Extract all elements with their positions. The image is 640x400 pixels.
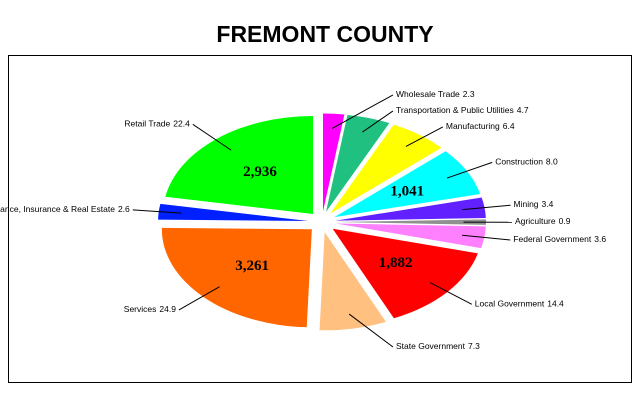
category-label: Transportation & Public Utilities [396,105,514,115]
category-label: Retail Trade [124,119,170,129]
pie-slice [161,227,312,328]
pie-slice [330,124,442,214]
value-label: 6.4 [503,121,515,131]
category-label: State Government [396,341,466,351]
pie-slice [165,115,314,214]
slice-label: Retail Trade 22.4 [124,119,190,129]
count-label: 3,261 [235,258,269,274]
category-label: Services [124,304,157,314]
count-label: 1,882 [379,255,413,271]
leader-line [331,94,394,129]
slice-label: Construction 8.0 [495,157,558,167]
value-label: 22.4 [173,119,190,129]
slice-label: Local Government 14.4 [475,299,564,309]
slice-label: Transportation & Public Utilities 4.7 [396,105,529,115]
leader-line [348,313,394,348]
slice-label: Finance, Insurance & Real Estate 2.6 [0,204,130,214]
pie-slice [158,203,309,222]
pie-slice [332,228,478,319]
slice-label: Federal Government 3.6 [513,234,606,244]
slice-label: State Government 7.3 [396,341,480,351]
value-label: 2.3 [463,89,475,99]
leader-line [178,286,220,311]
value-label: 4.7 [517,105,529,115]
slice-label: Agriculture 0.9 [515,216,571,226]
category-label: Construction [495,157,543,167]
pie-slice [323,113,345,212]
pie-slice [335,223,486,249]
value-label: 8.0 [546,157,558,167]
leader-line [362,110,394,133]
chart-title: FREMONT COUNTY [216,21,433,47]
pie-slice [334,151,481,218]
category-label: Local Government [475,299,545,309]
category-label: Manufacturing [446,121,500,131]
value-label: 2.6 [118,204,130,214]
category-label: Finance, Insurance & Real Estate [0,204,115,214]
category-label: Mining [514,199,539,209]
leader-line [132,209,182,214]
category-label: Federal Government [513,234,592,244]
value-label: 0.9 [559,216,571,226]
leader-line [405,126,444,147]
category-label: Wholesale Trade [396,89,460,99]
leader-line [462,234,511,241]
slice-label: Manufacturing 6.4 [446,121,515,131]
count-label: 2,936 [243,164,277,180]
leader-line [446,161,493,179]
value-label: 14.4 [547,299,564,309]
value-label: 3.4 [542,199,554,209]
count-label: 1,041 [390,183,424,199]
frame [8,55,632,383]
pie-slice [325,114,390,212]
pie-slice [335,197,486,221]
leader-line [462,204,511,211]
value-label: 3.6 [594,234,606,244]
value-label: 7.3 [468,341,480,351]
leader-line [192,123,232,151]
slice-label: Wholesale Trade 2.3 [396,89,475,99]
pie-slice [335,219,486,225]
slice-label: Mining 3.4 [514,199,554,209]
pie-slice [319,232,386,331]
slice-label: Services 24.9 [124,304,176,314]
category-label: Agriculture [515,216,556,226]
value-label: 24.9 [159,304,176,314]
leader-line [429,282,473,305]
